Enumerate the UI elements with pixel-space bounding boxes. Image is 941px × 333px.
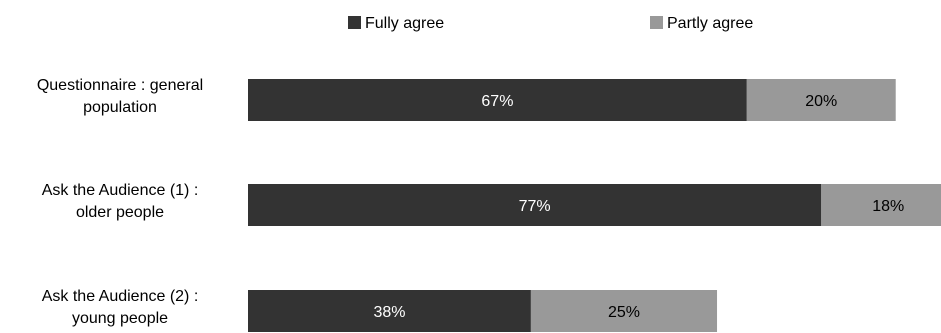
legend-label-0: Fully agree	[365, 15, 444, 32]
bar-segment	[746, 79, 896, 121]
bar-segment	[821, 184, 941, 226]
category-label: population	[83, 99, 157, 116]
bar-segment	[248, 184, 822, 226]
legend-swatch-0	[348, 16, 361, 29]
legend-swatch-1	[650, 16, 663, 29]
plot-area: Questionnaire : general population 67% 20% A…	[37, 77, 941, 332]
data-label: 25%	[608, 304, 640, 321]
category-label: Questionnaire : general	[37, 77, 203, 94]
category-label: Ask the Audience (2) :	[42, 288, 199, 305]
data-label: 67%	[481, 93, 513, 110]
category-label: older people	[76, 204, 164, 221]
data-label: 77%	[519, 198, 551, 215]
legend-label-1: Partly agree	[667, 15, 753, 32]
bar-segment	[248, 79, 747, 121]
category-label: Ask the Audience (1) :	[42, 182, 199, 199]
bar-segment	[248, 290, 531, 332]
bar-segment	[530, 290, 718, 332]
data-label: 38%	[373, 304, 405, 321]
category-label: young people	[72, 310, 168, 327]
data-label: 18%	[872, 198, 904, 215]
data-label: 20%	[805, 93, 837, 110]
legend: Fully agree Partly agree	[348, 15, 753, 32]
